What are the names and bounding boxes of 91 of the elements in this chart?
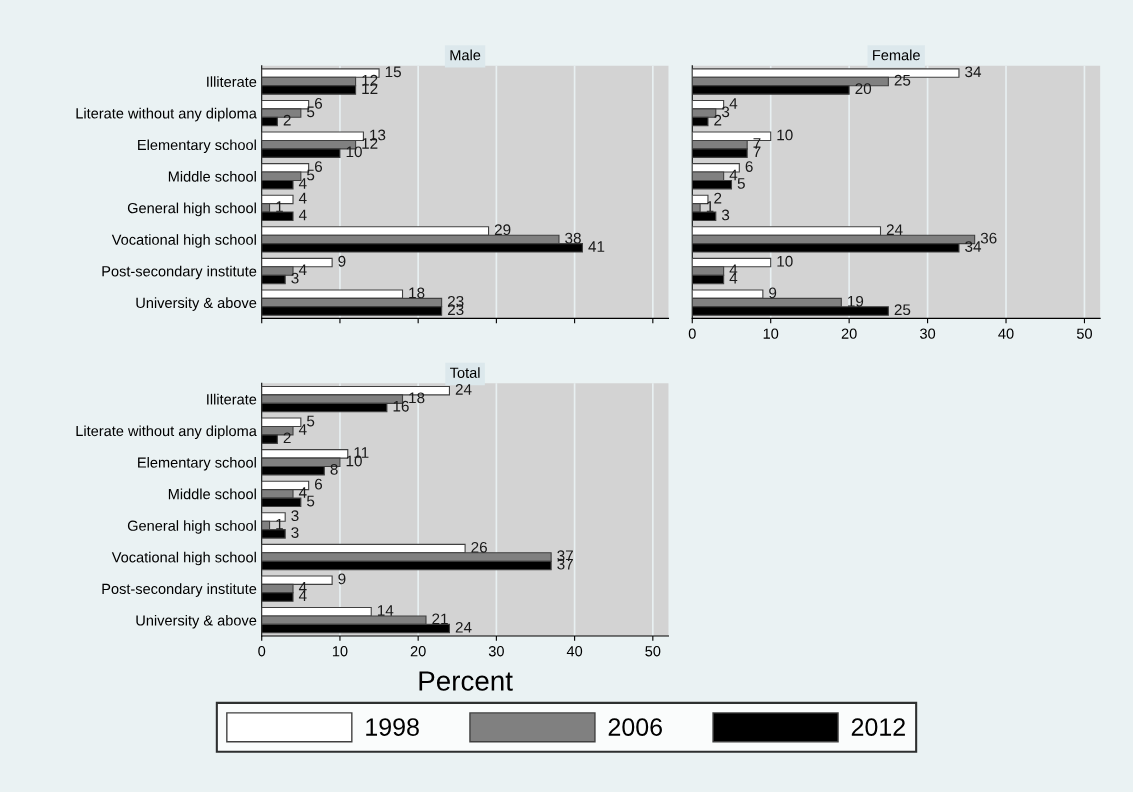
y-tick-label: Illiterate <box>207 76 257 87</box>
data-label: 34 <box>965 241 982 252</box>
y-tick-label: Elementary school <box>138 139 256 153</box>
chart-title: Male <box>450 49 481 61</box>
x-tick-label: 30 <box>488 646 504 657</box>
data-label: 20 <box>855 83 872 95</box>
data-label: 9 <box>769 287 777 299</box>
y-tick-label: Elementary school <box>138 457 256 471</box>
y-tick-label: University & above <box>136 297 257 311</box>
data-label: 24 <box>455 621 472 633</box>
data-label: 1 <box>276 201 283 212</box>
data-label: 4 <box>298 424 307 435</box>
x-tick-label: 10 <box>332 646 348 657</box>
data-label: 38 <box>565 232 581 244</box>
data-label: 41 <box>588 241 605 252</box>
data-label: 19 <box>848 295 864 307</box>
data-label: 4 <box>729 98 738 109</box>
data-label: 18 <box>409 287 425 299</box>
data-label: 3 <box>291 272 299 284</box>
x-tick-label: 0 <box>688 328 696 339</box>
x-tick-label: 50 <box>645 646 661 657</box>
y-tick-label: General high school <box>127 202 256 217</box>
data-label: 3 <box>721 209 730 221</box>
data-label: 18 <box>409 392 425 404</box>
data-label: 2 <box>714 192 722 204</box>
data-label: 26 <box>471 541 487 553</box>
data-label: 36 <box>980 232 997 244</box>
data-label: 24 <box>886 224 903 235</box>
data-label: 4 <box>298 178 307 189</box>
data-label: 2 <box>714 114 722 126</box>
x-tick-label: 20 <box>410 646 426 657</box>
data-label: 6 <box>314 478 323 490</box>
x-tick-label: 20 <box>841 328 857 339</box>
data-label: 5 <box>307 495 315 507</box>
legend-label: 1998 <box>366 718 419 736</box>
data-label: 3 <box>721 106 730 118</box>
data-label: 4 <box>298 209 307 221</box>
data-label: 5 <box>307 169 315 181</box>
data-label: 5 <box>307 106 315 118</box>
data-label: 1 <box>276 518 283 530</box>
x-tick-label: 50 <box>1076 328 1092 339</box>
data-label: 6 <box>314 97 323 109</box>
x-tick-label: 30 <box>920 328 936 339</box>
data-label: 4 <box>298 192 307 204</box>
data-label: 3 <box>291 510 299 522</box>
data-label: 2 <box>283 432 291 444</box>
y-tick-label: Middle school <box>168 488 256 500</box>
y-tick-label: Illiterate <box>207 393 257 405</box>
data-label: 4 <box>298 487 307 498</box>
data-label: 1 <box>706 201 714 212</box>
data-label: 8 <box>330 463 338 475</box>
data-label: 25 <box>894 74 911 86</box>
y-tick-label: Vocational high school <box>111 551 256 566</box>
y-tick-label: Post-secondary institute <box>102 583 257 597</box>
y-tick-label: Vocational high school <box>111 234 256 248</box>
x-tick-label: 10 <box>763 328 779 339</box>
text: 2006 <box>608 718 662 736</box>
data-label: 25 <box>894 304 911 316</box>
chart-title: Female <box>873 49 920 61</box>
data-label: 9 <box>338 255 346 267</box>
data-label: 4 <box>298 264 307 275</box>
chart-title: Total <box>450 367 480 378</box>
data-label: 6 <box>314 161 323 172</box>
y-tick-label: Middle school <box>168 170 256 182</box>
y-tick-label: Literate without any diploma <box>76 425 257 440</box>
data-label: 6 <box>745 161 753 172</box>
y-tick-label: General high school <box>127 520 256 534</box>
x-tick-label: 40 <box>566 646 583 657</box>
x-axis-title: Percent <box>419 671 513 691</box>
data-label: 5 <box>737 178 745 189</box>
data-label: 9 <box>338 573 346 585</box>
data-label: 21 <box>432 613 448 625</box>
data-label: 10 <box>346 146 362 158</box>
data-label: 2 <box>283 114 291 126</box>
data-label: 3 <box>291 527 299 538</box>
data-label: 29 <box>494 224 511 236</box>
data-label: 10 <box>777 255 793 267</box>
data-label: 24 <box>455 383 472 395</box>
legend-label: 2012 <box>851 718 905 736</box>
x-tick-label: 0 <box>258 646 266 657</box>
data-label: 34 <box>965 66 982 78</box>
x-tick-label: 40 <box>998 328 1014 339</box>
data-label: 16 <box>393 400 409 412</box>
data-label: 10 <box>777 129 793 141</box>
data-label: 5 <box>307 415 315 427</box>
y-tick-label: Literate without any diploma <box>76 107 257 122</box>
data-label: 14 <box>377 605 394 616</box>
data-label: 15 <box>385 66 401 78</box>
y-tick-label: University & above <box>136 614 257 629</box>
y-tick-label: Post-secondary institute <box>102 265 257 280</box>
data-label: 4 <box>729 169 738 181</box>
